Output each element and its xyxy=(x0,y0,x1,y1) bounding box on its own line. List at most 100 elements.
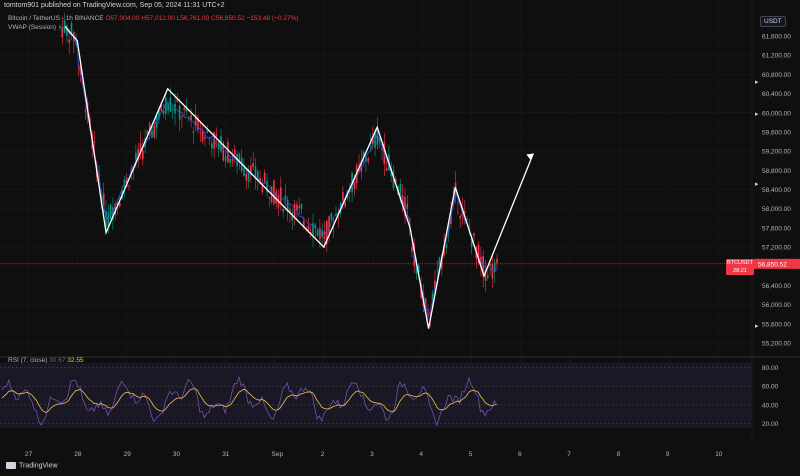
candle-body xyxy=(358,163,360,165)
time-tick-label: 2 xyxy=(321,451,325,458)
candle-body xyxy=(261,185,264,193)
time-tick-label: Sep xyxy=(272,451,284,458)
symbol-name[interactable]: Bitcoin / TetherUS xyxy=(8,15,60,22)
time-tick-label: 4 xyxy=(419,451,423,458)
candle-body xyxy=(66,25,68,36)
rsi-value: 30.67 xyxy=(49,357,66,364)
price-tick-label: 57,600.00 xyxy=(762,225,791,232)
candle-body xyxy=(222,143,225,161)
current-symbol: BTCUSDT xyxy=(727,260,753,266)
candle-body xyxy=(473,233,475,236)
candle-body xyxy=(247,170,250,182)
rsi-background xyxy=(0,363,752,428)
candle-body xyxy=(231,158,234,162)
candle-body xyxy=(204,137,206,139)
candle-body xyxy=(282,208,284,212)
price-tick-label: 61,600.00 xyxy=(762,34,791,41)
candle-body xyxy=(298,205,300,209)
scroll-right-icon[interactable]: ▸ xyxy=(755,79,759,86)
candle-body xyxy=(70,23,73,36)
candle-body xyxy=(415,265,418,274)
candle-body xyxy=(376,128,379,145)
time-tick-label: 7 xyxy=(567,451,571,458)
time-tick-label: 30 xyxy=(173,451,181,458)
price-tick-label: 58,400.00 xyxy=(762,187,791,194)
candle-body xyxy=(257,171,259,182)
candle-body xyxy=(284,195,287,201)
candle-body xyxy=(362,151,365,158)
currency-badge[interactable]: USDT xyxy=(760,16,786,27)
candle-body xyxy=(319,228,321,240)
candle-body xyxy=(79,65,82,76)
candle-body xyxy=(459,216,461,219)
candle-body xyxy=(314,224,317,228)
symbol-legend: Bitcoin / TetherUS · 1h BINANCE O57,004.… xyxy=(8,15,299,22)
price-tick-label: 56,000.00 xyxy=(762,302,791,309)
candle-body xyxy=(289,208,291,213)
candle-body xyxy=(436,269,438,271)
vwap-legend[interactable]: VWAP (Session) xyxy=(8,24,57,31)
rsi-tick-label: 80.00 xyxy=(762,365,779,372)
candle-body xyxy=(303,220,305,227)
candle-body xyxy=(194,114,197,126)
candle-body xyxy=(443,244,445,256)
candle-body xyxy=(158,109,160,120)
candle-body xyxy=(326,220,328,245)
rsi-tick-label: 20.00 xyxy=(762,421,779,428)
candle-body xyxy=(401,195,404,207)
candle-body xyxy=(404,197,406,217)
candle-body xyxy=(447,222,450,232)
time-tick-label: 28 xyxy=(74,451,82,458)
candle-body xyxy=(457,211,459,213)
candle-body xyxy=(332,227,335,229)
candle-body xyxy=(116,202,119,206)
rsi-ma-line xyxy=(1,388,497,413)
candle-body xyxy=(406,203,409,209)
candle-body xyxy=(293,203,296,218)
time-tick-label: 8 xyxy=(617,451,621,458)
scroll-right-icon[interactable]: ▸ xyxy=(755,323,759,330)
candle-body xyxy=(77,64,80,66)
candle-body xyxy=(102,193,105,206)
candle-body xyxy=(142,150,144,160)
candle-body xyxy=(484,270,487,281)
rsi-tick-label: 60.00 xyxy=(762,384,779,391)
scroll-right-icon[interactable]: ▸ xyxy=(755,181,759,188)
candle-body xyxy=(434,280,436,290)
scroll-right-icon[interactable]: ▸ xyxy=(755,111,759,118)
candle-body xyxy=(234,149,236,155)
candle-body xyxy=(477,244,480,264)
candle-body xyxy=(139,143,142,153)
candle-body xyxy=(183,107,185,110)
price-tick-label: 55,600.00 xyxy=(762,321,791,328)
candle-body xyxy=(176,98,179,102)
footer-brand[interactable]: TradingView xyxy=(6,462,58,469)
candle-body xyxy=(130,169,133,174)
time-tick-label: 3 xyxy=(370,451,374,458)
time-tick-label: 27 xyxy=(25,451,33,458)
ohlc-change: −153.48 (−0.27%) xyxy=(246,15,299,22)
price-tick-label: 61,200.00 xyxy=(762,53,791,60)
candle-body xyxy=(215,134,218,137)
candle-body xyxy=(162,110,165,114)
candle-body xyxy=(286,199,289,212)
candle-body xyxy=(61,27,64,38)
arrow-head-icon xyxy=(526,153,534,160)
candle-body xyxy=(360,160,363,172)
candle-body xyxy=(190,114,192,121)
current-price-box xyxy=(754,258,800,269)
candle-body xyxy=(342,191,344,201)
candle-body xyxy=(461,208,464,217)
candle-body xyxy=(59,26,61,28)
rsi-line xyxy=(1,375,497,427)
time-tick-label: 10 xyxy=(715,451,723,458)
candle-body xyxy=(466,218,468,220)
candle-body xyxy=(227,141,229,163)
candle-body xyxy=(119,202,121,207)
candle-body xyxy=(68,39,70,43)
candle-body xyxy=(411,247,413,252)
candle-body xyxy=(321,230,323,238)
rsi-legend[interactable]: RSI (7, close) 30.67 32.55 xyxy=(8,357,84,364)
